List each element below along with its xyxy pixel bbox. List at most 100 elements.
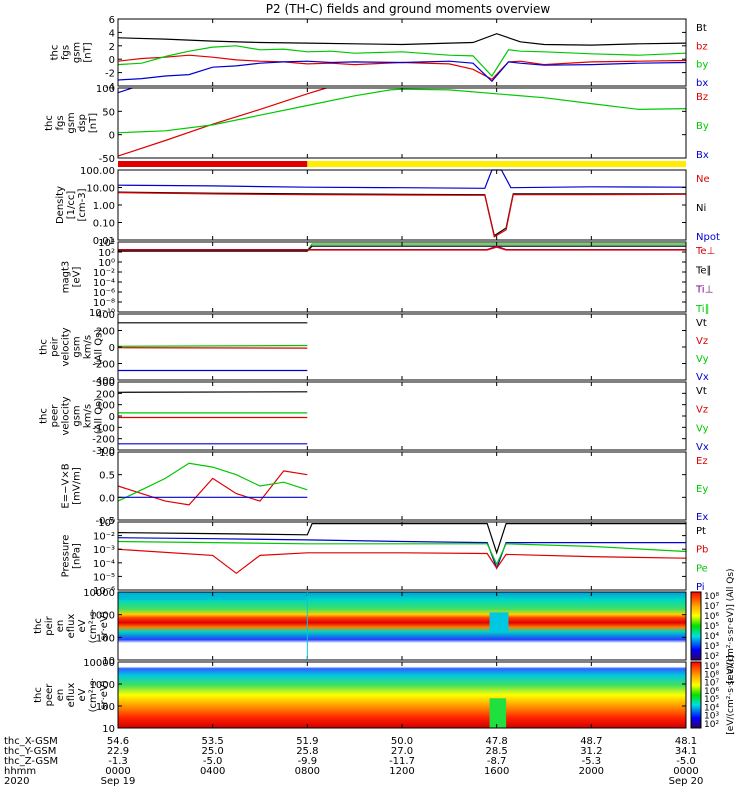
- series-line-2: [117, 88, 687, 134]
- x-tick-label: 0400: [200, 766, 225, 777]
- legend-entry: Pt: [696, 526, 706, 537]
- x-tick-label: 53.5: [202, 736, 224, 747]
- y-axis-label: (cm²·s·: [88, 609, 99, 644]
- y-tick-label: 50: [102, 107, 115, 118]
- y-tick-label: -200: [92, 435, 115, 446]
- x-tick-label: 48.1: [675, 736, 697, 747]
- y-axis-label: Density: [55, 186, 66, 224]
- colorbar-label: [eV/(cm²·s·sr·eV)]: [726, 655, 736, 734]
- ion-early-band: [118, 592, 308, 601]
- legend-entry: Pe: [696, 563, 708, 574]
- x-row-label: thc_Z-GSM: [4, 756, 58, 767]
- electron-dropout: [489, 698, 507, 728]
- x-tick-label: 25.8: [296, 746, 318, 757]
- colorbar: [690, 661, 702, 729]
- mode-bar-fast: [307, 161, 686, 167]
- y-axis-label: gsm: [72, 405, 83, 426]
- y-tick-label: 0.01: [93, 236, 115, 247]
- y-tick-label: 100.00: [80, 166, 115, 177]
- y-tick-label: 1.00: [93, 201, 115, 212]
- colorbar-tick-label: 10⁴: [704, 632, 719, 642]
- y-axis-label: eflux: [66, 614, 77, 639]
- y-axis-label: thc: [33, 618, 44, 634]
- x-tick-label: 22.9: [107, 746, 129, 757]
- legend-entry: Bt: [696, 23, 707, 34]
- y-tick-label: 10⁰: [98, 258, 115, 269]
- y-axis-label: [nT]: [83, 42, 94, 62]
- legend-entry: By: [696, 121, 709, 132]
- y-tick-label: -0.5: [95, 516, 115, 527]
- y-tick-label: 10⁻⁶: [93, 586, 115, 597]
- x-tick-label: 1600: [484, 766, 509, 777]
- y-tick-label: 10⁻²: [93, 532, 115, 543]
- y-tick-label: 0: [109, 412, 115, 423]
- panel-7: 1.0 0.5 0.0 -0.5 E=−V×B [mV/m] Ez Ey Ex: [61, 448, 709, 527]
- y-tick-label: 200: [96, 389, 115, 400]
- y-tick-label: -4: [105, 82, 115, 93]
- legend-entry: Pi: [696, 582, 705, 593]
- colorbar-tick-label: 10⁵: [704, 622, 719, 632]
- y-tick-label: 0: [109, 343, 115, 354]
- legend-entry: bz: [696, 41, 708, 52]
- panel-frame: [117, 451, 687, 521]
- legend-entry: by: [696, 60, 708, 71]
- y-axis-label: peir: [50, 336, 61, 356]
- x-tick-label: 0000: [105, 766, 130, 777]
- y-axis-label: eflux: [66, 683, 77, 708]
- x-tick-label: 27.0: [391, 746, 413, 757]
- spectrogram-image: [118, 592, 686, 660]
- x-tick-label: -5.0: [676, 756, 696, 767]
- series-line-1: [117, 87, 327, 157]
- y-tick-label: 1000: [90, 680, 115, 691]
- y-axis-label: [mV/m]: [72, 467, 83, 505]
- y-tick-label: -50: [99, 154, 115, 165]
- colorbar-tick-label: 10³: [704, 642, 719, 652]
- x-tick-label: -1.3: [108, 756, 128, 767]
- x-tick-label: -5.3: [582, 756, 602, 767]
- colorbar-tick-label: 10⁶: [704, 687, 719, 697]
- year-label: 2020: [4, 776, 29, 787]
- panel-9: 10000 1000 100 10 thc peir en eflux eV (cm²·s· sr·…: [33, 568, 736, 683]
- y-axis-label: km/s: [83, 335, 94, 359]
- y-axis-label: dsp: [77, 114, 88, 132]
- panel-1: 6 4 2 0 -2 -4 thc fgs gsm [nT] Bt bz by bx: [50, 15, 709, 93]
- y-axis-label: eV: [77, 619, 88, 632]
- colorbar-tick-label: 10⁶: [704, 612, 719, 622]
- y-tick-label: 300: [96, 378, 115, 389]
- colorbar-label: [eV/(cm²·s·sr·eV)] (All Qs): [726, 568, 736, 683]
- x-tick-label: -8.7: [487, 756, 507, 767]
- series-line-2: [117, 462, 308, 502]
- y-axis-label: [cm-3]: [77, 188, 88, 221]
- series-line-2: [117, 537, 686, 570]
- legend-entry: Vz: [696, 336, 708, 347]
- y-tick-label: 200: [96, 327, 115, 338]
- series-line-3: [117, 192, 687, 238]
- y-tick-label: 0.5: [99, 471, 115, 482]
- y-tick-label: 0.10: [93, 219, 115, 230]
- series-line-2: [117, 54, 687, 81]
- y-tick-label: 400: [96, 310, 115, 321]
- y-tick-label: 100: [96, 633, 115, 644]
- y-axis-label: E=−V×B: [61, 463, 72, 508]
- legend-entry: Ti⊥: [695, 285, 713, 296]
- y-axis-label: fgs: [61, 45, 72, 60]
- x-tick-label: 25.0: [202, 746, 224, 757]
- x-tick-label: 54.6: [107, 736, 129, 747]
- y-tick-label: 0.0: [99, 493, 115, 504]
- x-tick-label: -9.9: [298, 756, 318, 767]
- y-axis-label: peer: [50, 404, 61, 428]
- y-tick-label: 10⁻²: [93, 268, 115, 279]
- x-tick-label: 2000: [579, 766, 604, 777]
- x-tick-label: 1200: [389, 766, 414, 777]
- colorbar-tick-label: 10³: [704, 712, 719, 722]
- y-axis-label: fgs: [55, 115, 66, 130]
- y-axis-label: velocity: [61, 396, 72, 435]
- y-axis-label: [eV]: [72, 267, 83, 288]
- y-axis-label: [nT]: [88, 113, 99, 133]
- x-tick-label: 51.9: [296, 736, 318, 747]
- legend-entry: Ne: [696, 174, 710, 185]
- y-tick-label: 10⁻³: [93, 545, 115, 556]
- y-axis-label: [1/cc]: [66, 191, 77, 220]
